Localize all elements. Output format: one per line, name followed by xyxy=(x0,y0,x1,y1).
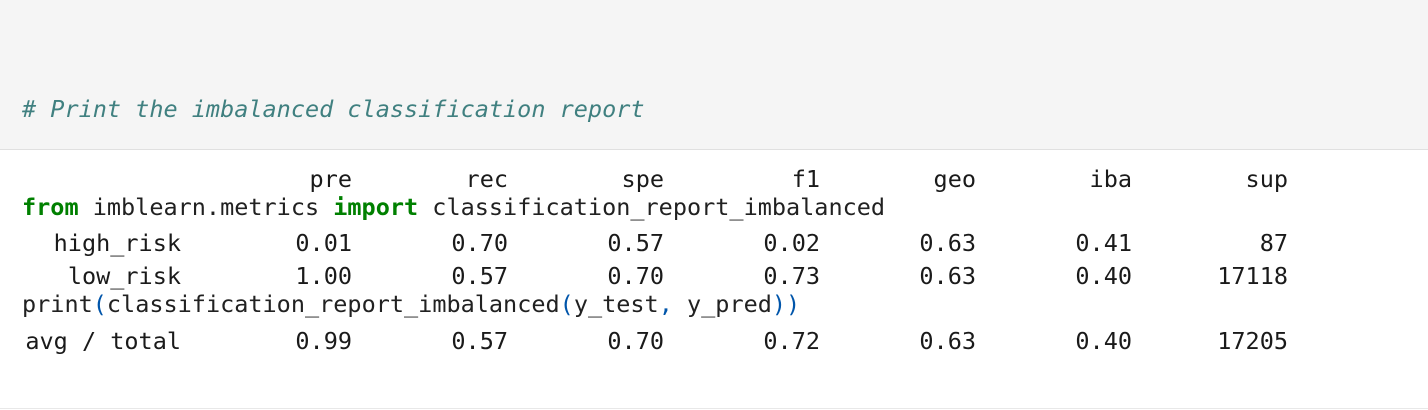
cell-low-risk-pre: 1.00 xyxy=(295,262,352,290)
header-spe: spe xyxy=(621,165,664,193)
imported-name: classification_report_imbalanced xyxy=(418,192,886,221)
cell-high-risk-f1: 0.02 xyxy=(763,229,820,257)
open-paren: ( xyxy=(92,290,107,318)
cell-high-risk-sup: 87 xyxy=(1259,229,1288,257)
cell-low-risk-rec: 0.57 xyxy=(451,262,508,290)
comma: , xyxy=(658,290,673,318)
cell-high-risk-spe: 0.57 xyxy=(607,229,664,257)
code-line-comment: # Print the imbalanced classification re… xyxy=(22,93,885,126)
code-input-cell[interactable]: # Print the imbalanced classification re… xyxy=(0,0,1428,318)
cell-low-risk-iba: 0.40 xyxy=(1075,262,1132,290)
header-pre: pre xyxy=(309,165,352,193)
module-name: imblearn.metrics xyxy=(78,192,334,221)
print-call: print xyxy=(22,290,93,318)
cell-total-sup: 17205 xyxy=(1217,327,1288,355)
cell-total-pre: 0.99 xyxy=(295,327,352,355)
keyword-import: import xyxy=(333,192,419,221)
cell-high-risk-rec: 0.70 xyxy=(451,229,508,257)
cell-high-risk-geo: 0.63 xyxy=(919,229,976,257)
row-label-avg-total: avg / total xyxy=(25,327,181,355)
header-f1: f1 xyxy=(791,165,820,193)
code-line-print: print(classification_report_imbalanced(y… xyxy=(22,288,885,321)
code-line-import: from imblearn.metrics import classificat… xyxy=(22,191,885,224)
row-label-high-risk: high_risk xyxy=(53,229,181,257)
header-iba: iba xyxy=(1089,165,1132,193)
header-rec: rec xyxy=(465,165,508,193)
cell-total-spe: 0.70 xyxy=(607,327,664,355)
cell-high-risk-pre: 0.01 xyxy=(295,229,352,257)
cell-low-risk-spe: 0.70 xyxy=(607,262,664,290)
code-editor[interactable]: # Print the imbalanced classification re… xyxy=(22,28,885,386)
cell-low-risk-f1: 0.73 xyxy=(763,262,820,290)
open-paren-inner: ( xyxy=(559,290,574,318)
arg-y-pred: y_pred xyxy=(672,290,772,318)
arg-y-test: y_test xyxy=(573,290,659,318)
cell-total-iba: 0.40 xyxy=(1075,327,1132,355)
cell-total-rec: 0.57 xyxy=(451,327,508,355)
output-bottom-divider xyxy=(0,408,1428,409)
cell-total-geo: 0.63 xyxy=(919,327,976,355)
close-parens: )) xyxy=(771,290,801,318)
output-area: pre rec spe f1 geo iba sup high_risk 0.0… xyxy=(0,151,1428,410)
cell-low-risk-geo: 0.63 xyxy=(919,262,976,290)
row-label-low-risk: low_risk xyxy=(67,262,181,290)
header-geo: geo xyxy=(933,165,976,193)
keyword-from: from xyxy=(22,192,79,221)
header-sup: sup xyxy=(1245,165,1288,193)
code-comment: # Print the imbalanced classification re… xyxy=(22,95,645,123)
cell-low-risk-sup: 17118 xyxy=(1217,262,1288,290)
cell-total-f1: 0.72 xyxy=(763,327,820,355)
function-call: classification_report_imbalanced xyxy=(106,290,560,318)
cell-high-risk-iba: 0.41 xyxy=(1075,229,1132,257)
